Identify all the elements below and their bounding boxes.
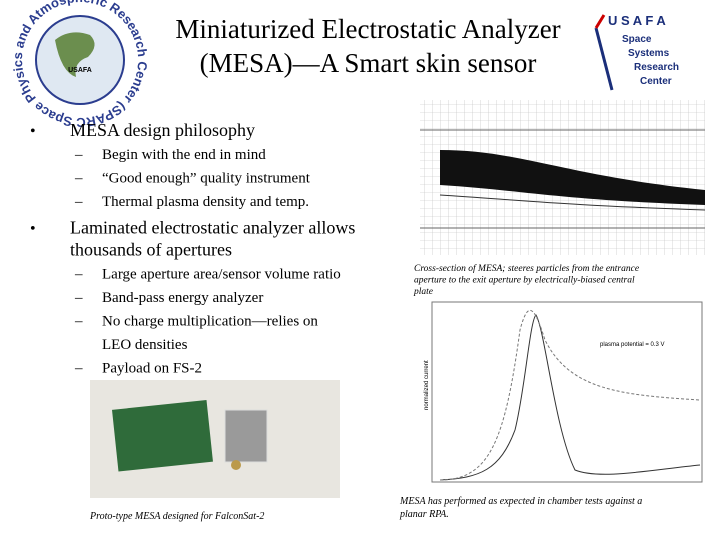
sub-marker: – [74, 147, 83, 163]
graph-caption: planar RPA. [399, 509, 449, 520]
graph-axis-label: normalized current [424, 360, 430, 410]
sub-text: “Good enough” quality instrument [102, 171, 311, 187]
sub-text: Thermal plasma density and temp. [102, 194, 309, 210]
cross-section [420, 100, 706, 255]
bullet-text: thousands of apertures [70, 240, 232, 260]
logo-line: Research [634, 62, 679, 73]
bullet-marker: • [30, 123, 36, 140]
title-line: Miniaturized Electrostatic Analyzer [175, 14, 560, 44]
logo-center: USAFA [68, 67, 92, 74]
sub-text: Begin with the end in mind [102, 147, 266, 163]
graph: normalized current plasma potential = 0.… [424, 301, 703, 483]
graph-caption: MESA has performed as expected in chambe… [399, 496, 642, 507]
sub-marker: – [74, 361, 83, 377]
logo-left: Space Physics and Atmospheric Research C… [0, 0, 150, 130]
photo-caption: Proto-type MESA designed for FalconSat-2 [89, 511, 264, 522]
sub-marker: – [74, 194, 83, 210]
sub-marker: – [74, 171, 83, 187]
sub-marker: – [74, 290, 83, 306]
sub-text: Band-pass energy analyzer [102, 290, 263, 306]
bullet-list: • MESA design philosophy – Begin with the e… [30, 120, 355, 377]
photo [90, 380, 340, 498]
sub-text: Payload on FS-2 [102, 361, 202, 377]
logo-line: Center [640, 76, 672, 87]
logo-letters: U S A F A [608, 13, 666, 28]
sub-marker: – [74, 267, 83, 283]
sub-text: No charge multiplication—relies on [102, 314, 318, 330]
logo-line: Systems [628, 48, 670, 59]
cross-section-caption: aperture to the exit aperture by electri… [414, 276, 635, 286]
title-line: (MESA)—A Smart skin sensor [200, 48, 537, 78]
sub-text: LEO densities [102, 337, 188, 353]
sub-marker: – [74, 314, 83, 330]
logo-right: U S A F A Space Systems Research Center [594, 13, 679, 91]
graph-label: plasma potential = 0.3 V [600, 342, 665, 348]
bullet-marker: • [30, 221, 36, 238]
bullet-text: MESA design philosophy [70, 120, 255, 140]
cross-section-caption: plate [413, 287, 433, 297]
sub-text: Large aperture area/sensor volume ratio [102, 267, 341, 283]
cross-section-caption: Cross-section of MESA; steeres particles… [414, 263, 639, 274]
bullet-text: Laminated electrostatic analyzer allows [70, 218, 355, 238]
logo-line: Space [622, 34, 652, 45]
